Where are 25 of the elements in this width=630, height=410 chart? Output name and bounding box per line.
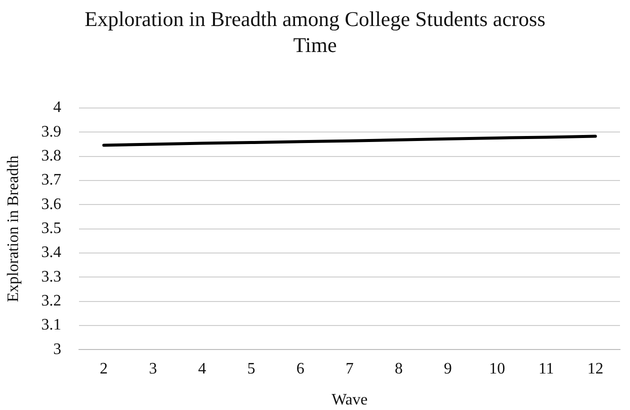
x-tick-label: 4 <box>198 360 206 378</box>
y-tick-label: 3.1 <box>41 316 62 334</box>
x-tick-label: 11 <box>538 360 554 378</box>
y-tick-label: 3.9 <box>41 123 62 140</box>
x-tick-label: 3 <box>148 360 157 378</box>
x-tick-label: 9 <box>444 360 452 378</box>
x-axis-title: Wave <box>332 392 368 409</box>
x-tick-label: 2 <box>100 360 108 378</box>
y-tick-label: 3.6 <box>41 196 62 213</box>
x-tick-label: 8 <box>394 360 403 378</box>
y-tick-label: 3.2 <box>41 292 62 310</box>
y-tick-label: 4 <box>53 99 62 116</box>
y-tick-label: 3.8 <box>41 148 62 165</box>
y-axis-title: Exploration in Breadth <box>4 155 22 302</box>
y-tick-label: 3.4 <box>41 244 62 262</box>
x-tick-label: 5 <box>247 360 256 378</box>
y-tick-label: 3.5 <box>41 220 62 238</box>
chart-title: Exploration in Breadth among College Students across Time <box>84 6 546 58</box>
y-tick-label: 3.7 <box>41 172 62 189</box>
x-tick-label: 10 <box>489 360 506 378</box>
x-tick-label: 12 <box>587 360 604 378</box>
x-tick-label: 7 <box>346 360 354 378</box>
y-tick-label: 3.3 <box>41 268 62 286</box>
x-tick-label: 6 <box>296 360 304 378</box>
y-tick-label: 3 <box>53 340 62 358</box>
